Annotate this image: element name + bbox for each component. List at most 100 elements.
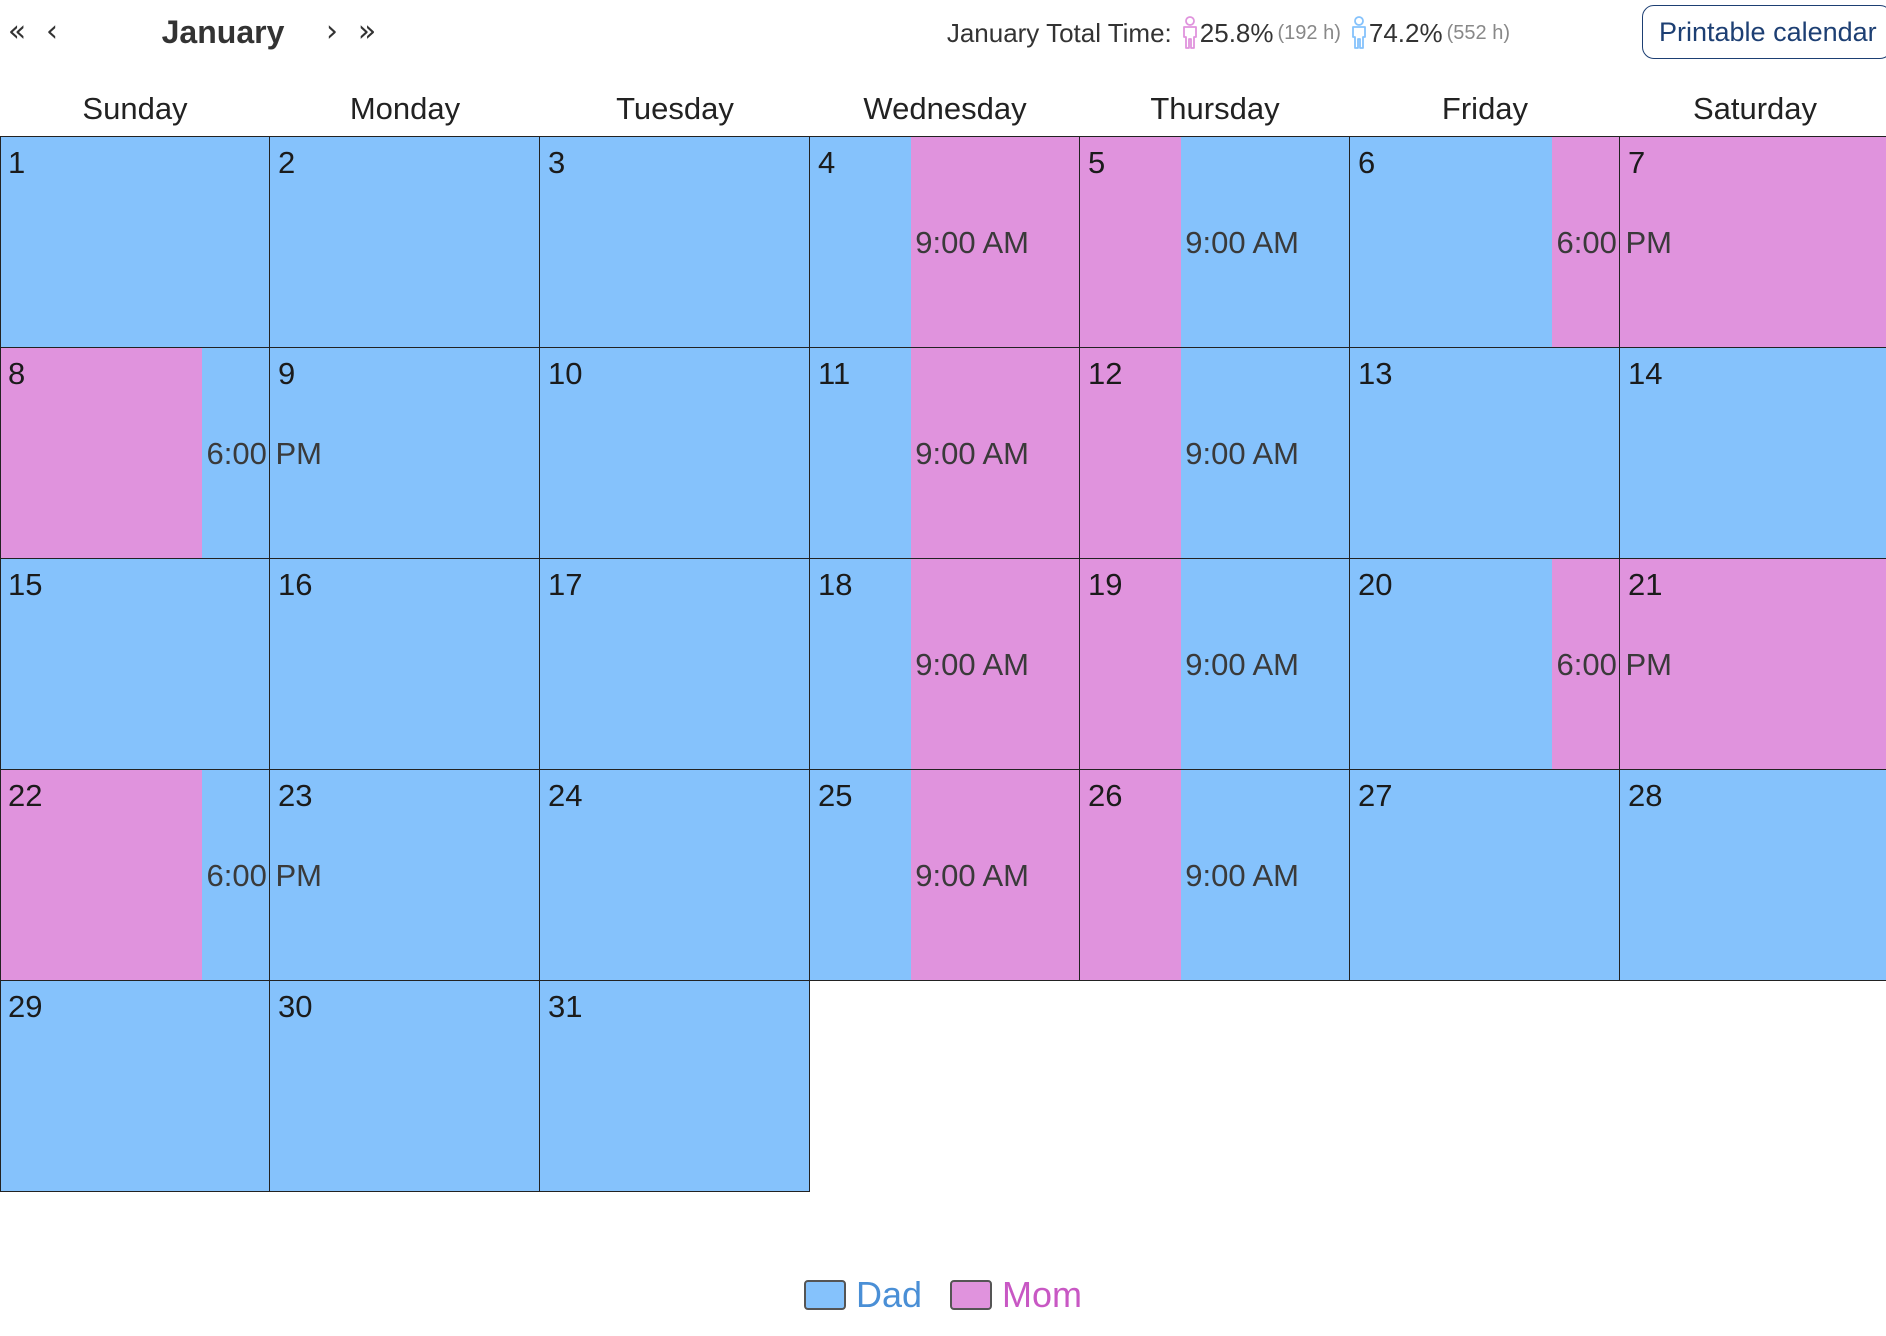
day-cell[interactable]: 24 [540,770,810,981]
dad-custody-segment [0,137,269,347]
day-number: 7 [1628,145,1646,180]
dad-time-stat: 74.2% (552 h) [1349,16,1510,50]
previous-month-button[interactable]: ‹ [38,10,66,54]
day-cell[interactable]: 5 9:00 AM [1080,137,1350,348]
mom-hours: (192 h) [1277,21,1341,44]
exchange-time: 6:00 PM [1556,225,1672,260]
exchange-time: 9:00 AM [1185,225,1299,260]
day-number: 15 [8,567,43,602]
day-cell[interactable]: 18 9:00 AM [810,559,1080,770]
grid-left-border [0,137,1,1192]
day-cell[interactable]: 2 [270,137,540,348]
day-cell[interactable]: 20 6:00 PM [1350,559,1672,770]
exchange-time: 6:00 PM [1556,647,1672,682]
day-cell[interactable]: 22 6:00 PM [0,770,322,981]
dad-custody-segment [1350,137,1552,347]
mom-custody-segment [1080,348,1181,558]
day-number: 29 [8,989,43,1024]
total-time-summary: January Total Time: 25.8% (192 h) 74.2% … [947,15,1510,51]
weekday-thursday: Thursday [1150,91,1280,126]
mom-custody-segment [1080,137,1181,347]
day-cell[interactable]: 7 [1620,137,1886,348]
day-cell[interactable]: 17 [540,559,810,770]
day-number: 14 [1628,356,1663,391]
mom-custody-segment [0,770,202,980]
day-cell[interactable]: 13 [1350,348,1620,559]
day-cell[interactable]: 3 [540,137,810,348]
day-number: 31 [548,989,583,1024]
day-cell[interactable]: 11 9:00 AM [810,348,1080,559]
day-cell[interactable]: 14 [1620,348,1886,559]
day-number: 6 [1358,145,1376,180]
day-number: 28 [1628,778,1663,813]
day-number: 18 [818,567,853,602]
legend-item-dad[interactable]: Dad [803,1274,922,1316]
dad-custody-segment [270,770,539,980]
mom-custody-segment [1620,559,1886,769]
day-number: 2 [278,145,296,180]
weekday-sunday: Sunday [82,91,188,126]
mom-custody-segment [910,770,1079,980]
day-cell[interactable]: 27 [1350,770,1620,981]
weekday-tuesday: Tuesday [616,91,734,126]
dad-hours: (552 h) [1446,21,1510,44]
dad-custody-segment [1350,559,1552,769]
legend-item-mom[interactable]: Mom [950,1274,1082,1316]
day-cell[interactable]: 9 [270,348,540,559]
day-number: 19 [1088,567,1123,602]
exchange-time: 9:00 AM [1185,858,1299,893]
dad-custody-segment [1180,137,1349,347]
mom-custody-segment [1080,559,1181,769]
day-cell[interactable]: 19 9:00 AM [1080,559,1350,770]
mom-color-swatch [950,1280,993,1310]
mom-custody-segment [910,137,1079,347]
day-cell[interactable]: 1 [0,137,270,348]
day-number: 1 [8,145,26,180]
day-number: 27 [1358,778,1393,813]
legend-label-mom: Mom [1002,1274,1083,1315]
day-cell[interactable]: 15 [0,559,270,770]
day-cell[interactable]: 8 6:00 PM [0,348,322,559]
next-month-button[interactable]: › [318,10,346,54]
day-number: 30 [278,989,313,1024]
day-number: 17 [548,567,583,602]
mom-custody-segment [1080,770,1181,980]
day-cell[interactable]: 12 9:00 AM [1080,348,1350,559]
mom-time-stat: 25.8% (192 h) [1180,16,1341,50]
day-cell[interactable]: 21 [1620,559,1886,770]
printable-calendar-button[interactable]: Printable calendar [1642,5,1886,59]
day-cell[interactable]: 29 [0,981,270,1192]
mom-custody-segment [1551,137,1619,347]
day-number: 21 [1628,567,1663,602]
dad-custody-segment [0,981,269,1191]
exchange-time: 6:00 PM [206,436,322,471]
dad-custody-segment [540,348,809,558]
day-cell[interactable]: 16 [270,559,540,770]
previous-year-button[interactable]: « [2,10,32,54]
dad-custody-segment [201,770,269,980]
next-year-button[interactable]: » [352,10,382,54]
exchange-time: 6:00 PM [206,858,322,893]
day-cell[interactable]: 6 6:00 PM [1350,137,1672,348]
day-cell[interactable]: 26 9:00 AM [1080,770,1350,981]
day-cell[interactable]: 23 [270,770,540,981]
day-number: 13 [1358,356,1393,391]
dad-custody-segment [270,559,539,769]
dad-percent: 74.2% [1368,17,1443,48]
mom-percent: 25.8% [1199,17,1274,48]
day-cell[interactable]: 28 [1620,770,1886,981]
day-number: 22 [8,778,43,813]
day-number: 5 [1088,145,1106,180]
dad-custody-segment [1620,770,1886,980]
day-cell[interactable]: 10 [540,348,810,559]
dad-custody-segment [810,137,911,347]
mom-person-icon [1182,16,1197,49]
day-number: 11 [818,356,851,391]
day-cell[interactable]: 4 9:00 AM [810,137,1080,348]
dad-custody-segment [1620,348,1886,558]
dad-custody-segment [810,770,911,980]
day-cell[interactable]: 31 [540,981,810,1192]
day-cell[interactable]: 30 [270,981,540,1192]
dad-person-icon [1351,16,1366,49]
day-cell[interactable]: 25 9:00 AM [810,770,1080,981]
